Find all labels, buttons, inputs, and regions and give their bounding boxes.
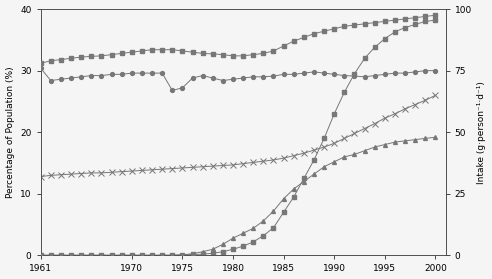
Y-axis label: Intake (g·person⁻¹·d⁻¹): Intake (g·person⁻¹·d⁻¹) [477, 81, 487, 184]
Y-axis label: Percentage of Population (%): Percentage of Population (%) [5, 66, 15, 198]
